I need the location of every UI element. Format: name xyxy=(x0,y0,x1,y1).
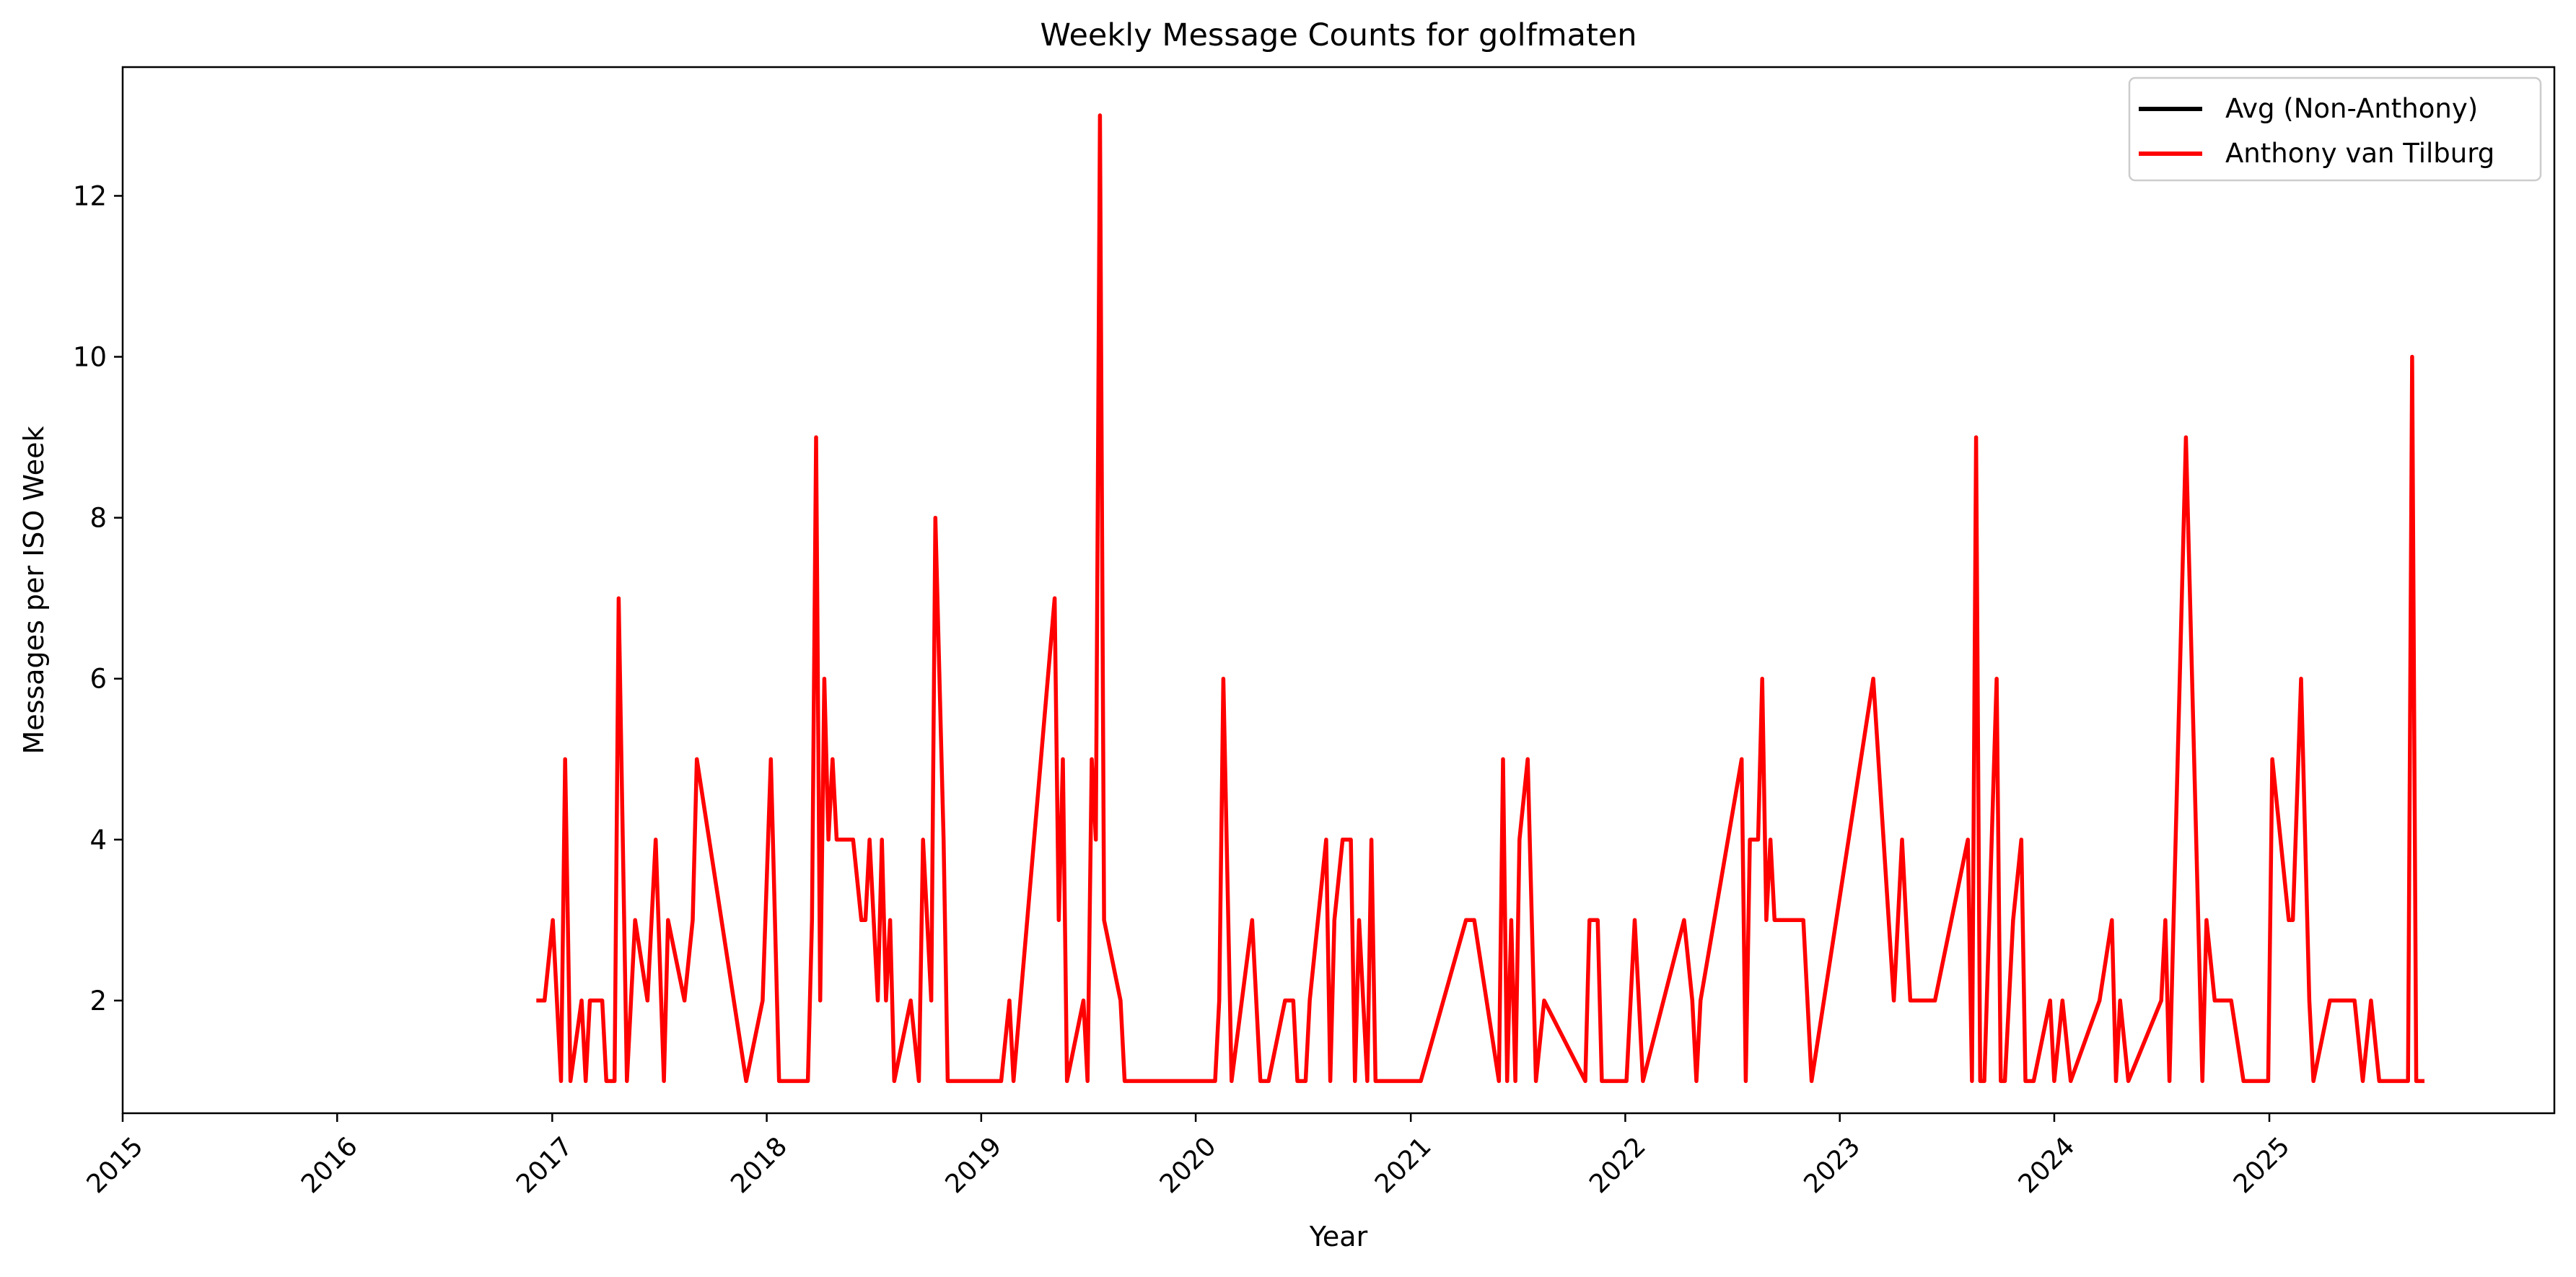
plot-area xyxy=(121,66,2556,1115)
legend-label-anthony-van-tilburg: Anthony van Tilburg xyxy=(2225,138,2494,169)
y-tick-label-8: 8 xyxy=(89,503,107,534)
series-layer xyxy=(536,113,2424,1084)
legend-box xyxy=(2128,76,2542,182)
series-line-anthony-van-tilburg xyxy=(536,113,2424,1084)
y-tick-label-6: 6 xyxy=(89,664,107,695)
y-axis-label: Messages per ISO Week xyxy=(18,426,50,754)
plot-frame xyxy=(121,66,2556,1115)
y-tick-label-2: 2 xyxy=(89,986,107,1017)
y-tick-label-10: 10 xyxy=(73,342,107,373)
y-tick-label-4: 4 xyxy=(89,825,107,856)
y-axis: 2 4 6 8 10 12 xyxy=(73,180,123,1017)
legend: Avg (Non-Anthony) Anthony van Tilburg xyxy=(2128,76,2542,182)
legend-label-avg-non-anthony: Avg (Non-Anthony) xyxy=(2225,93,2478,124)
x-axis-label: Year xyxy=(1309,1221,1368,1252)
chart-title: Weekly Message Counts for golfmaten xyxy=(1040,17,1637,53)
y-tick-label-12: 12 xyxy=(73,180,107,211)
